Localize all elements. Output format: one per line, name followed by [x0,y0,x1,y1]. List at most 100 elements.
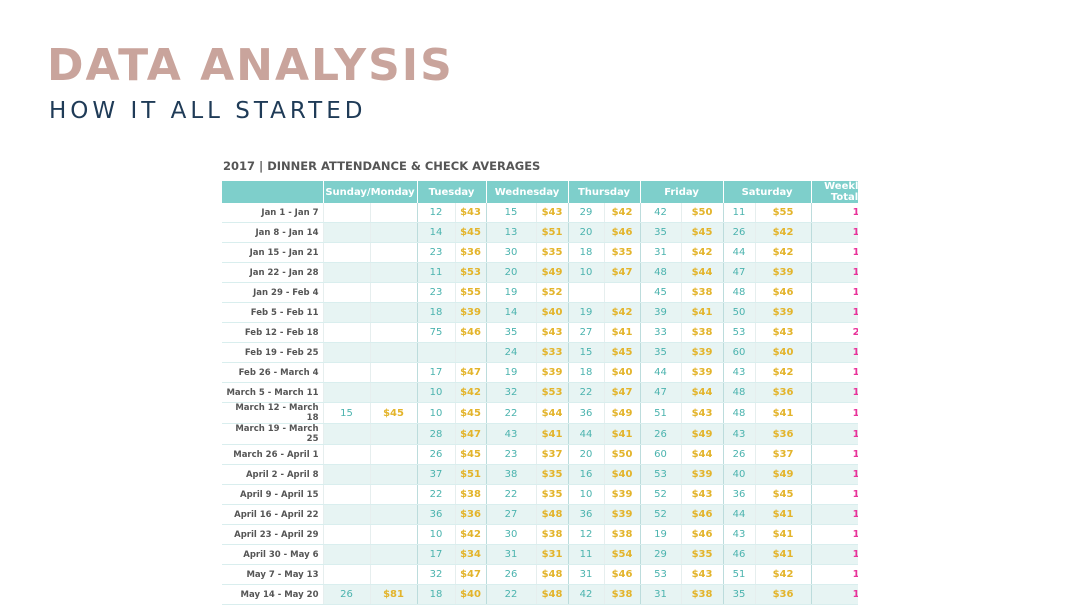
check-average-cell: $44 [681,444,724,465]
check-average-cell: $47 [455,362,487,383]
week-range-cell: April 30 - May 6 [222,544,324,565]
check-average-cell [370,382,418,403]
attendance-cell [323,342,371,363]
check-average-cell: $42 [604,302,641,323]
attendance-cell: 50 [723,302,756,323]
check-average-cell: $35 [536,484,569,505]
check-average-cell [370,524,418,545]
weekly-total-cell: 135 [811,282,858,303]
attendance-cell [323,484,371,505]
table-body: Jan 1 - Jan 712$4315$4329$4242$5011$5510… [222,203,858,605]
check-average-cell [455,342,487,363]
column-header: Tuesday [417,181,487,203]
attendance-cell: 44 [723,504,756,525]
check-average-cell: $42 [755,242,812,263]
attendance-cell: 43 [723,423,756,445]
attendance-cell: 17 [417,544,456,565]
table-row: March 12 - March 18 15 $45 10 $45 22 $44 36 $49 5… [222,402,858,424]
table-row: April 30 - May 6 17 $34 31 $31 11 $54 29 $35 46 $4… [222,544,858,565]
attendance-cell: 18 [417,584,456,605]
check-average-cell: $42 [755,222,812,243]
attendance-cell [323,524,371,545]
attendance-cell: 17 [417,362,456,383]
check-average-cell: $45 [370,402,418,424]
attendance-cell: 14 [486,302,537,323]
check-average-cell: $44 [536,402,569,424]
attendance-cell: 18 [568,362,605,383]
attendance-cell: 75 [417,322,456,343]
attendance-cell: 47 [640,382,682,403]
attendance-table: Sunday/Monday Tuesday Wednesday Thursday Fri… [222,181,858,605]
check-average-cell: $49 [604,402,641,424]
attendance-cell: 11 [568,544,605,565]
check-average-cell [370,282,418,303]
attendance-cell: 48 [723,402,756,424]
check-average-cell: $38 [681,282,724,303]
week-range-cell: April 23 - April 29 [222,524,324,545]
attendance-cell: 35 [640,222,682,243]
check-average-cell: $46 [681,524,724,545]
attendance-cell: 30 [486,524,537,545]
check-average-cell: $47 [604,382,641,403]
check-average-cell: $36 [755,382,812,403]
attendance-cell: 60 [723,342,756,363]
attendance-cell: 31 [640,584,682,605]
attendance-cell: 31 [640,242,682,263]
attendance-cell: 23 [417,242,456,263]
weekly-total-cell: 140 [811,302,858,323]
attendance-cell: 26 [417,444,456,465]
check-average-cell: $41 [536,423,569,445]
check-average-cell: $46 [604,564,641,585]
attendance-cell: 20 [568,444,605,465]
check-average-cell: $44 [681,262,724,283]
slide-subtitle: HOW IT ALL STARTED [49,98,367,124]
check-average-cell: $45 [755,484,812,505]
attendance-cell: 22 [486,584,537,605]
attendance-cell [323,222,371,243]
column-header: Wednesday [486,181,569,203]
week-range-cell: Jan 1 - Jan 7 [222,203,324,223]
check-average-cell [370,504,418,525]
check-average-cell [370,262,418,283]
week-range-cell: April 16 - April 22 [222,504,324,525]
check-average-cell: $40 [455,584,487,605]
attendance-cell: 18 [417,302,456,323]
check-average-cell: $40 [604,464,641,485]
attendance-cell: 27 [568,322,605,343]
weekly-total-cell: 195 [811,504,858,525]
attendance-cell: 12 [568,524,605,545]
column-header: Sunday/Monday [323,181,418,203]
check-average-cell: $41 [755,402,812,424]
column-header: Weekly Total [811,181,858,203]
attendance-cell: 19 [568,302,605,323]
check-average-cell: $52 [536,282,569,303]
table-row: April 2 - April 8 37 $51 38 $35 16 $40 53 $39 40 $… [222,464,858,485]
attendance-cell: 45 [640,282,682,303]
check-average-cell: $37 [536,444,569,465]
week-range-cell: April 2 - April 8 [222,464,324,485]
attendance-cell: 60 [640,444,682,465]
check-average-cell: $41 [755,504,812,525]
check-average-cell: $38 [455,484,487,505]
attendance-cell: 29 [640,544,682,565]
attendance-cell: 36 [723,484,756,505]
attendance-cell: 32 [486,382,537,403]
check-average-cell: $45 [455,444,487,465]
check-average-cell: $39 [604,504,641,525]
check-average-cell: $41 [604,322,641,343]
attendance-cell [323,504,371,525]
attendance-cell: 11 [417,262,456,283]
attendance-cell: 52 [640,484,682,505]
attendance-cell: 42 [640,203,682,223]
check-average-cell: $39 [681,362,724,383]
week-range-cell: Jan 22 - Jan 28 [222,262,324,283]
check-average-cell: $45 [455,402,487,424]
attendance-cell [323,262,371,283]
attendance-cell [323,242,371,263]
weekly-total-cell: 174 [811,584,858,605]
week-range-cell: Feb 19 - Feb 25 [222,342,324,363]
check-average-cell: $48 [536,504,569,525]
check-average-cell [370,464,418,485]
attendance-cell: 52 [640,504,682,525]
weekly-total-cell: 134 [811,544,858,565]
